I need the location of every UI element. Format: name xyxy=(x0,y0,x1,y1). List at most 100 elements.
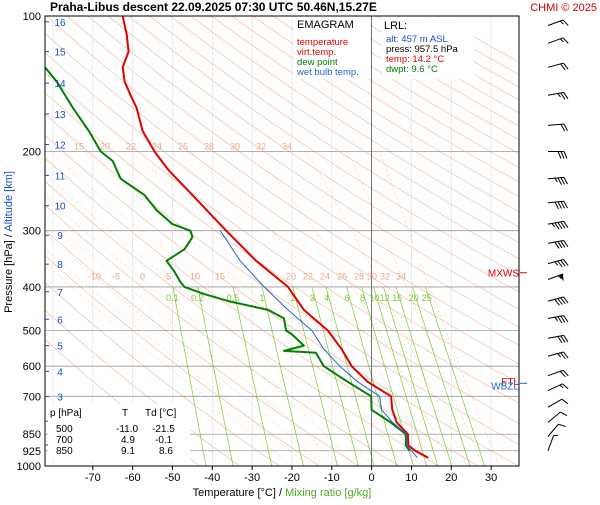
altitude-tick-label: 11 xyxy=(55,171,66,182)
adiabat-label: 22 xyxy=(126,141,136,151)
dry-adiabat-line xyxy=(397,16,600,466)
mixing-ratio-line xyxy=(293,287,338,466)
dry-adiabat-line xyxy=(0,16,518,466)
mixing-ratio-label: 3 xyxy=(310,293,315,303)
wind-barb-staff xyxy=(548,38,563,43)
wind-barbs xyxy=(548,19,568,452)
mixing-ratio-label: 8 xyxy=(360,293,365,303)
altitude-tick-label: 5 xyxy=(57,342,63,353)
dry-adiabat-line xyxy=(418,16,600,466)
adiabat-label: 30 xyxy=(230,141,240,151)
altitude-tick-label: 7 xyxy=(57,288,63,299)
adiabat-label: 32 xyxy=(380,271,390,281)
mixing-ratio-line xyxy=(396,287,452,466)
legend-title: EMAGRAM xyxy=(297,19,354,31)
adiabat-label: 28 xyxy=(354,271,364,281)
credit-text: CHMI © 2025 xyxy=(530,2,597,14)
dry-adiabat-line xyxy=(211,16,600,466)
wind-barb-staff xyxy=(548,370,563,375)
mixing-ratio-label: 15 xyxy=(392,293,402,303)
table-row-700-t: 4.9 xyxy=(121,435,135,446)
wind-barb xyxy=(548,296,568,308)
altitude-tick-label: 12 xyxy=(54,141,66,152)
altitude-tick-label: 8 xyxy=(57,260,63,271)
pressure-tick-label: 925 xyxy=(23,446,41,458)
mixing-ratio-line xyxy=(384,287,438,466)
mixing-ratio-lines xyxy=(173,287,485,466)
wind-barb xyxy=(548,398,568,414)
temperature-tick-label: 0 xyxy=(369,472,375,484)
adiabat-label: 10 xyxy=(190,271,200,281)
pressure-tick-label: 850 xyxy=(23,429,41,441)
dry-adiabat-line xyxy=(273,16,600,466)
altitude-tick-label: 9 xyxy=(57,231,63,242)
altitude-tick-label: 14 xyxy=(54,79,66,90)
adiabat-label: 24 xyxy=(320,271,330,281)
wind-barb-full xyxy=(562,398,568,406)
altitude-tick-label: 13 xyxy=(54,110,66,121)
wind-barb xyxy=(548,19,568,32)
mixing-ratio-label: 12 xyxy=(380,293,390,303)
lrl-dewpoint: dwpt: 9.6 °C xyxy=(386,64,438,75)
wind-barb-staff xyxy=(548,384,563,391)
altitude-tick-label: 15 xyxy=(54,48,66,59)
dry-adiabat-line xyxy=(376,16,600,466)
adiabat-label: 28 xyxy=(204,141,214,151)
wind-barb xyxy=(548,221,568,231)
wind-barb-half xyxy=(555,178,557,182)
adiabat-label: -10 xyxy=(88,271,101,281)
wind-barb-half xyxy=(555,317,558,321)
temperature-tick-label: -30 xyxy=(244,472,260,484)
dry-adiabat-line xyxy=(170,16,600,466)
wind-barb-staff xyxy=(548,424,558,436)
table-row-700-p: 700 xyxy=(56,435,73,446)
wind-barb xyxy=(548,351,568,363)
wind-barb-half xyxy=(560,38,563,42)
wind-barb-full xyxy=(563,383,569,391)
dry-adiabat-line xyxy=(47,16,600,466)
wind-barb-half xyxy=(555,261,558,265)
pressure-tick-label: 300 xyxy=(23,226,41,238)
temperature-tick-label: -40 xyxy=(204,472,220,484)
table-row-500-t: -11.0 xyxy=(116,424,138,435)
adiabat-label: 26 xyxy=(178,141,188,151)
wind-barb-staff xyxy=(548,436,553,451)
altitude-tick-label: 4 xyxy=(57,367,63,378)
table-header-t: T xyxy=(122,408,128,419)
pressure-tick-label: 1000 xyxy=(17,461,41,473)
mixing-ratio-label: 4 xyxy=(324,293,329,303)
dry-adiabats xyxy=(0,16,600,466)
wind-barb xyxy=(548,37,568,50)
adiabat-label: 0 xyxy=(140,271,145,281)
adiabat-label: 15 xyxy=(74,141,84,151)
y-axis-title: Pressure [hPa] / Altitude [km] xyxy=(3,171,15,313)
legend-item-wet-bulb: wet bulb temp. xyxy=(296,67,359,78)
mixing-ratio-label: 0.1 xyxy=(166,293,179,303)
x-axis-temperature-label: Temperature [°C] xyxy=(193,487,276,499)
adiabat-label: 34 xyxy=(282,141,292,151)
wind-barb-full xyxy=(558,422,565,429)
wind-barb xyxy=(548,315,568,325)
x-axis-mixing-label: Mixing ratio [g/kg] xyxy=(285,487,371,499)
mixing-ratio-label: 1 xyxy=(260,293,265,303)
wind-barb xyxy=(548,335,568,345)
altitude-tick-labels: 12345678910111213141516 xyxy=(45,18,66,452)
table-row-700-td: -0.1 xyxy=(155,435,173,446)
wind-barb xyxy=(548,92,568,102)
dry-adiabat-line xyxy=(0,16,600,466)
chart-title: Praha-Libus descent 22.09.2025 07:30 UTC… xyxy=(50,0,377,14)
mixing-ratio-label: 25 xyxy=(422,293,432,303)
wind-barb-full xyxy=(563,19,568,27)
table-header-td: Td [°C] xyxy=(145,408,176,419)
altitude-tick-label: 10 xyxy=(54,202,66,213)
pressure-tick-label: 700 xyxy=(23,391,41,403)
table-header-p: p [hPa] xyxy=(50,408,82,419)
y-axis-altitude-label: Altitude [km] xyxy=(3,171,15,232)
y-axis-pressure-label: Pressure [hPa] xyxy=(3,240,15,313)
table-row-500-td: -21.5 xyxy=(152,424,175,435)
adiabat-label: 20 xyxy=(100,141,110,151)
mxws-marker-label: MXWS xyxy=(488,269,519,280)
